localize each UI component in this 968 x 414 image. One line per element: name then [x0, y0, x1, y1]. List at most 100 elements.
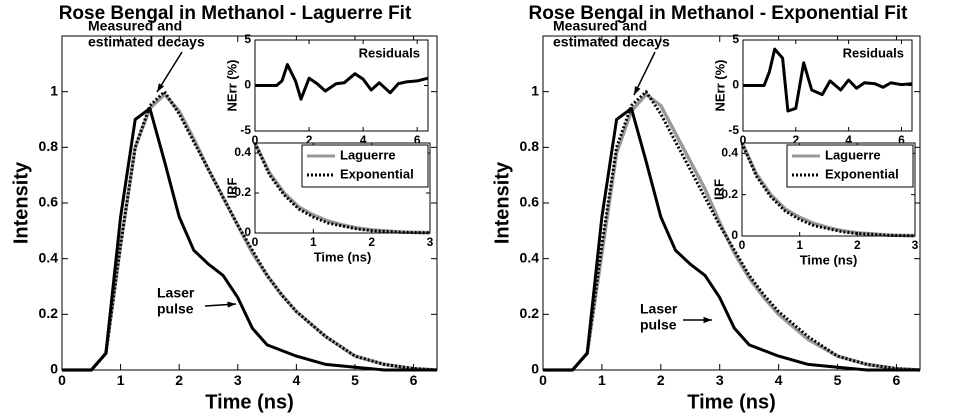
x-tick-label: 4: [845, 133, 852, 147]
x-tick-label: 2: [657, 372, 665, 388]
x-tick-label: 2: [368, 235, 375, 249]
y-axis-label: NErr (%): [224, 59, 239, 111]
y-tick-label: 0.8: [39, 138, 59, 154]
x-tick-label: 1: [310, 235, 317, 249]
line-series: [253, 142, 431, 235]
legend-label: Laguerre: [340, 147, 396, 162]
x-tick-label: 2: [792, 133, 799, 147]
y-tick-label: 0.2: [520, 305, 540, 321]
y-tick-label: 0: [732, 78, 739, 92]
plot-frame: [254, 142, 431, 234]
x-tick-label: 5: [351, 372, 359, 388]
y-tick-label: -5: [728, 123, 739, 137]
legend-label: Laguerre: [825, 147, 881, 162]
y-tick-label: 0.8: [520, 138, 540, 154]
x-tick-label: 1: [117, 372, 125, 388]
x-axis-label: Time (ns): [800, 252, 858, 267]
x-tick-label: 1: [796, 238, 803, 252]
x-tick-label: 5: [834, 372, 842, 388]
inset-chart: 0 1 2 3 0 0.2 0.4 Time (ns) IRF Laguerre Exponenti…: [711, 142, 919, 267]
arrow-head: [227, 301, 236, 308]
y-tick-label: 0.4: [520, 249, 540, 265]
y-axis-label: NErr (%): [712, 59, 727, 111]
y-tick-label: 0.4: [39, 249, 59, 265]
x-tick-label: 6: [410, 372, 418, 388]
x-tick-label: 0: [739, 238, 746, 252]
x-tick-label: 2: [306, 133, 313, 147]
line-series: [62, 106, 437, 372]
x-tick-label: 3: [427, 235, 434, 249]
x-axis-label: Time (ns): [687, 391, 776, 413]
y-tick-label: 5: [244, 32, 251, 46]
annotation: Laser: [157, 285, 195, 301]
x-tick-label: 0: [539, 372, 547, 388]
line-series: [743, 47, 913, 113]
y-tick-label: 0.4: [234, 145, 251, 159]
x-tick-label: 4: [292, 372, 300, 388]
arrow-head: [157, 83, 165, 92]
line-series: [543, 90, 921, 372]
line-series: [255, 63, 429, 101]
inset-title: Residuals: [843, 45, 904, 60]
x-tick-label: 6: [898, 133, 905, 147]
annotation: Laser: [640, 301, 678, 317]
annotation: estimated decays: [88, 34, 205, 50]
x-tick-label: 0: [252, 235, 259, 249]
annotation: estimated decays: [553, 34, 670, 50]
y-tick-label: 0.6: [520, 194, 540, 210]
x-tick-label: 4: [775, 372, 783, 388]
y-axis-label: IRF: [224, 177, 239, 198]
y-tick-label: 0: [50, 361, 58, 377]
y-tick-label: 0: [731, 228, 738, 242]
y-axis-label: IRF: [711, 179, 726, 200]
x-tick-label: 3: [234, 372, 242, 388]
x-tick-label: 6: [414, 133, 421, 147]
x-tick-label: 3: [912, 238, 919, 252]
y-tick-label: 0.4: [721, 146, 738, 160]
annotation: pulse: [640, 317, 677, 333]
x-tick-label: 1: [598, 372, 606, 388]
annotation: Measured and: [553, 18, 647, 34]
x-tick-label: 0: [58, 372, 66, 388]
x-tick-label: 2: [175, 372, 183, 388]
y-axis-label: Intensity: [10, 161, 32, 244]
legend-box: [786, 144, 914, 188]
y-tick-label: -5: [240, 123, 251, 137]
plot-area: [255, 40, 428, 131]
annotation: Measured and: [88, 18, 182, 34]
line-series: [62, 90, 438, 372]
chart-title: Rose Bengal in Methanol - Exponential Fi…: [529, 3, 909, 24]
x-tick-label: 0: [252, 133, 259, 147]
line-series: [543, 106, 920, 372]
y-tick-label: 1: [531, 82, 539, 98]
legend-box: [301, 144, 429, 188]
chart-title: Rose Bengal in Methanol - Laguerre Fit: [59, 3, 412, 24]
y-tick-label: 0: [244, 78, 251, 92]
x-tick-label: 4: [360, 133, 367, 147]
y-axis-label: Intensity: [491, 161, 513, 244]
x-tick-label: 3: [716, 372, 724, 388]
x-axis-label: Time (ns): [205, 391, 294, 413]
y-tick-label: 0: [531, 361, 539, 377]
x-tick-label: 6: [893, 372, 901, 388]
legend-label: Exponential: [825, 166, 899, 181]
y-tick-label: 0: [244, 225, 251, 239]
x-tick-label: 0: [740, 133, 747, 147]
arrow-head: [634, 86, 641, 95]
y-tick-label: 0.2: [721, 187, 738, 201]
annotation: pulse: [157, 301, 194, 317]
x-tick-label: 2: [854, 238, 861, 252]
x-axis-label: Time (ns): [314, 249, 372, 264]
inset-chart: 0 1 2 3 0 0.2 0.4 Time (ns) IRF Laguerre Exponenti…: [224, 142, 434, 264]
plot-frame: [741, 142, 916, 237]
y-tick-label: 0.6: [39, 194, 59, 210]
y-tick-label: 0.2: [234, 185, 251, 199]
inset-title: Residuals: [359, 45, 420, 60]
legend-label: Exponential: [340, 166, 414, 181]
y-tick-label: 0.2: [39, 305, 59, 321]
y-tick-label: 1: [50, 82, 58, 98]
y-tick-label: 5: [732, 32, 739, 46]
